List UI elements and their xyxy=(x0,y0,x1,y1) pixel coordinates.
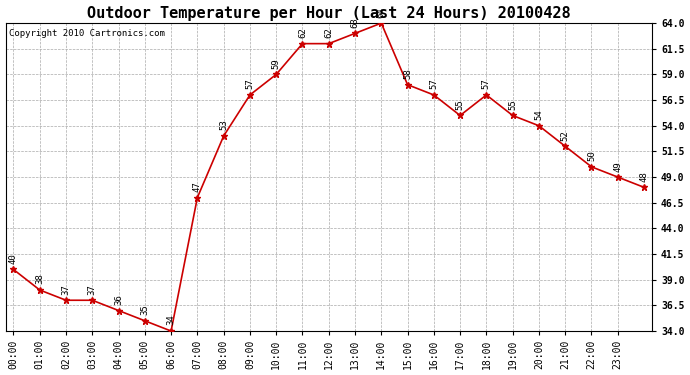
Text: 50: 50 xyxy=(587,150,596,161)
Text: 47: 47 xyxy=(193,181,202,192)
Text: 59: 59 xyxy=(272,58,281,69)
Text: 49: 49 xyxy=(613,161,622,171)
Title: Outdoor Temperature per Hour (Last 24 Hours) 20100428: Outdoor Temperature per Hour (Last 24 Ho… xyxy=(87,6,571,21)
Text: 53: 53 xyxy=(219,120,228,130)
Text: 62: 62 xyxy=(298,27,307,38)
Text: 58: 58 xyxy=(403,68,412,79)
Text: 40: 40 xyxy=(9,253,18,264)
Text: 37: 37 xyxy=(88,284,97,295)
Text: 63: 63 xyxy=(351,17,359,28)
Text: 62: 62 xyxy=(324,27,333,38)
Text: 57: 57 xyxy=(429,79,438,89)
Text: 57: 57 xyxy=(246,79,255,89)
Text: 36: 36 xyxy=(114,294,123,305)
Text: 54: 54 xyxy=(535,110,544,120)
Text: 37: 37 xyxy=(61,284,70,295)
Text: 55: 55 xyxy=(508,99,518,110)
Text: 48: 48 xyxy=(640,171,649,182)
Text: 57: 57 xyxy=(482,79,491,89)
Text: 38: 38 xyxy=(35,274,44,284)
Text: Copyright 2010 Cartronics.com: Copyright 2010 Cartronics.com xyxy=(9,29,165,38)
Text: 34: 34 xyxy=(166,315,175,326)
Text: 55: 55 xyxy=(455,99,464,110)
Text: 64: 64 xyxy=(377,7,386,18)
Text: 35: 35 xyxy=(140,304,149,315)
Text: 52: 52 xyxy=(561,130,570,141)
